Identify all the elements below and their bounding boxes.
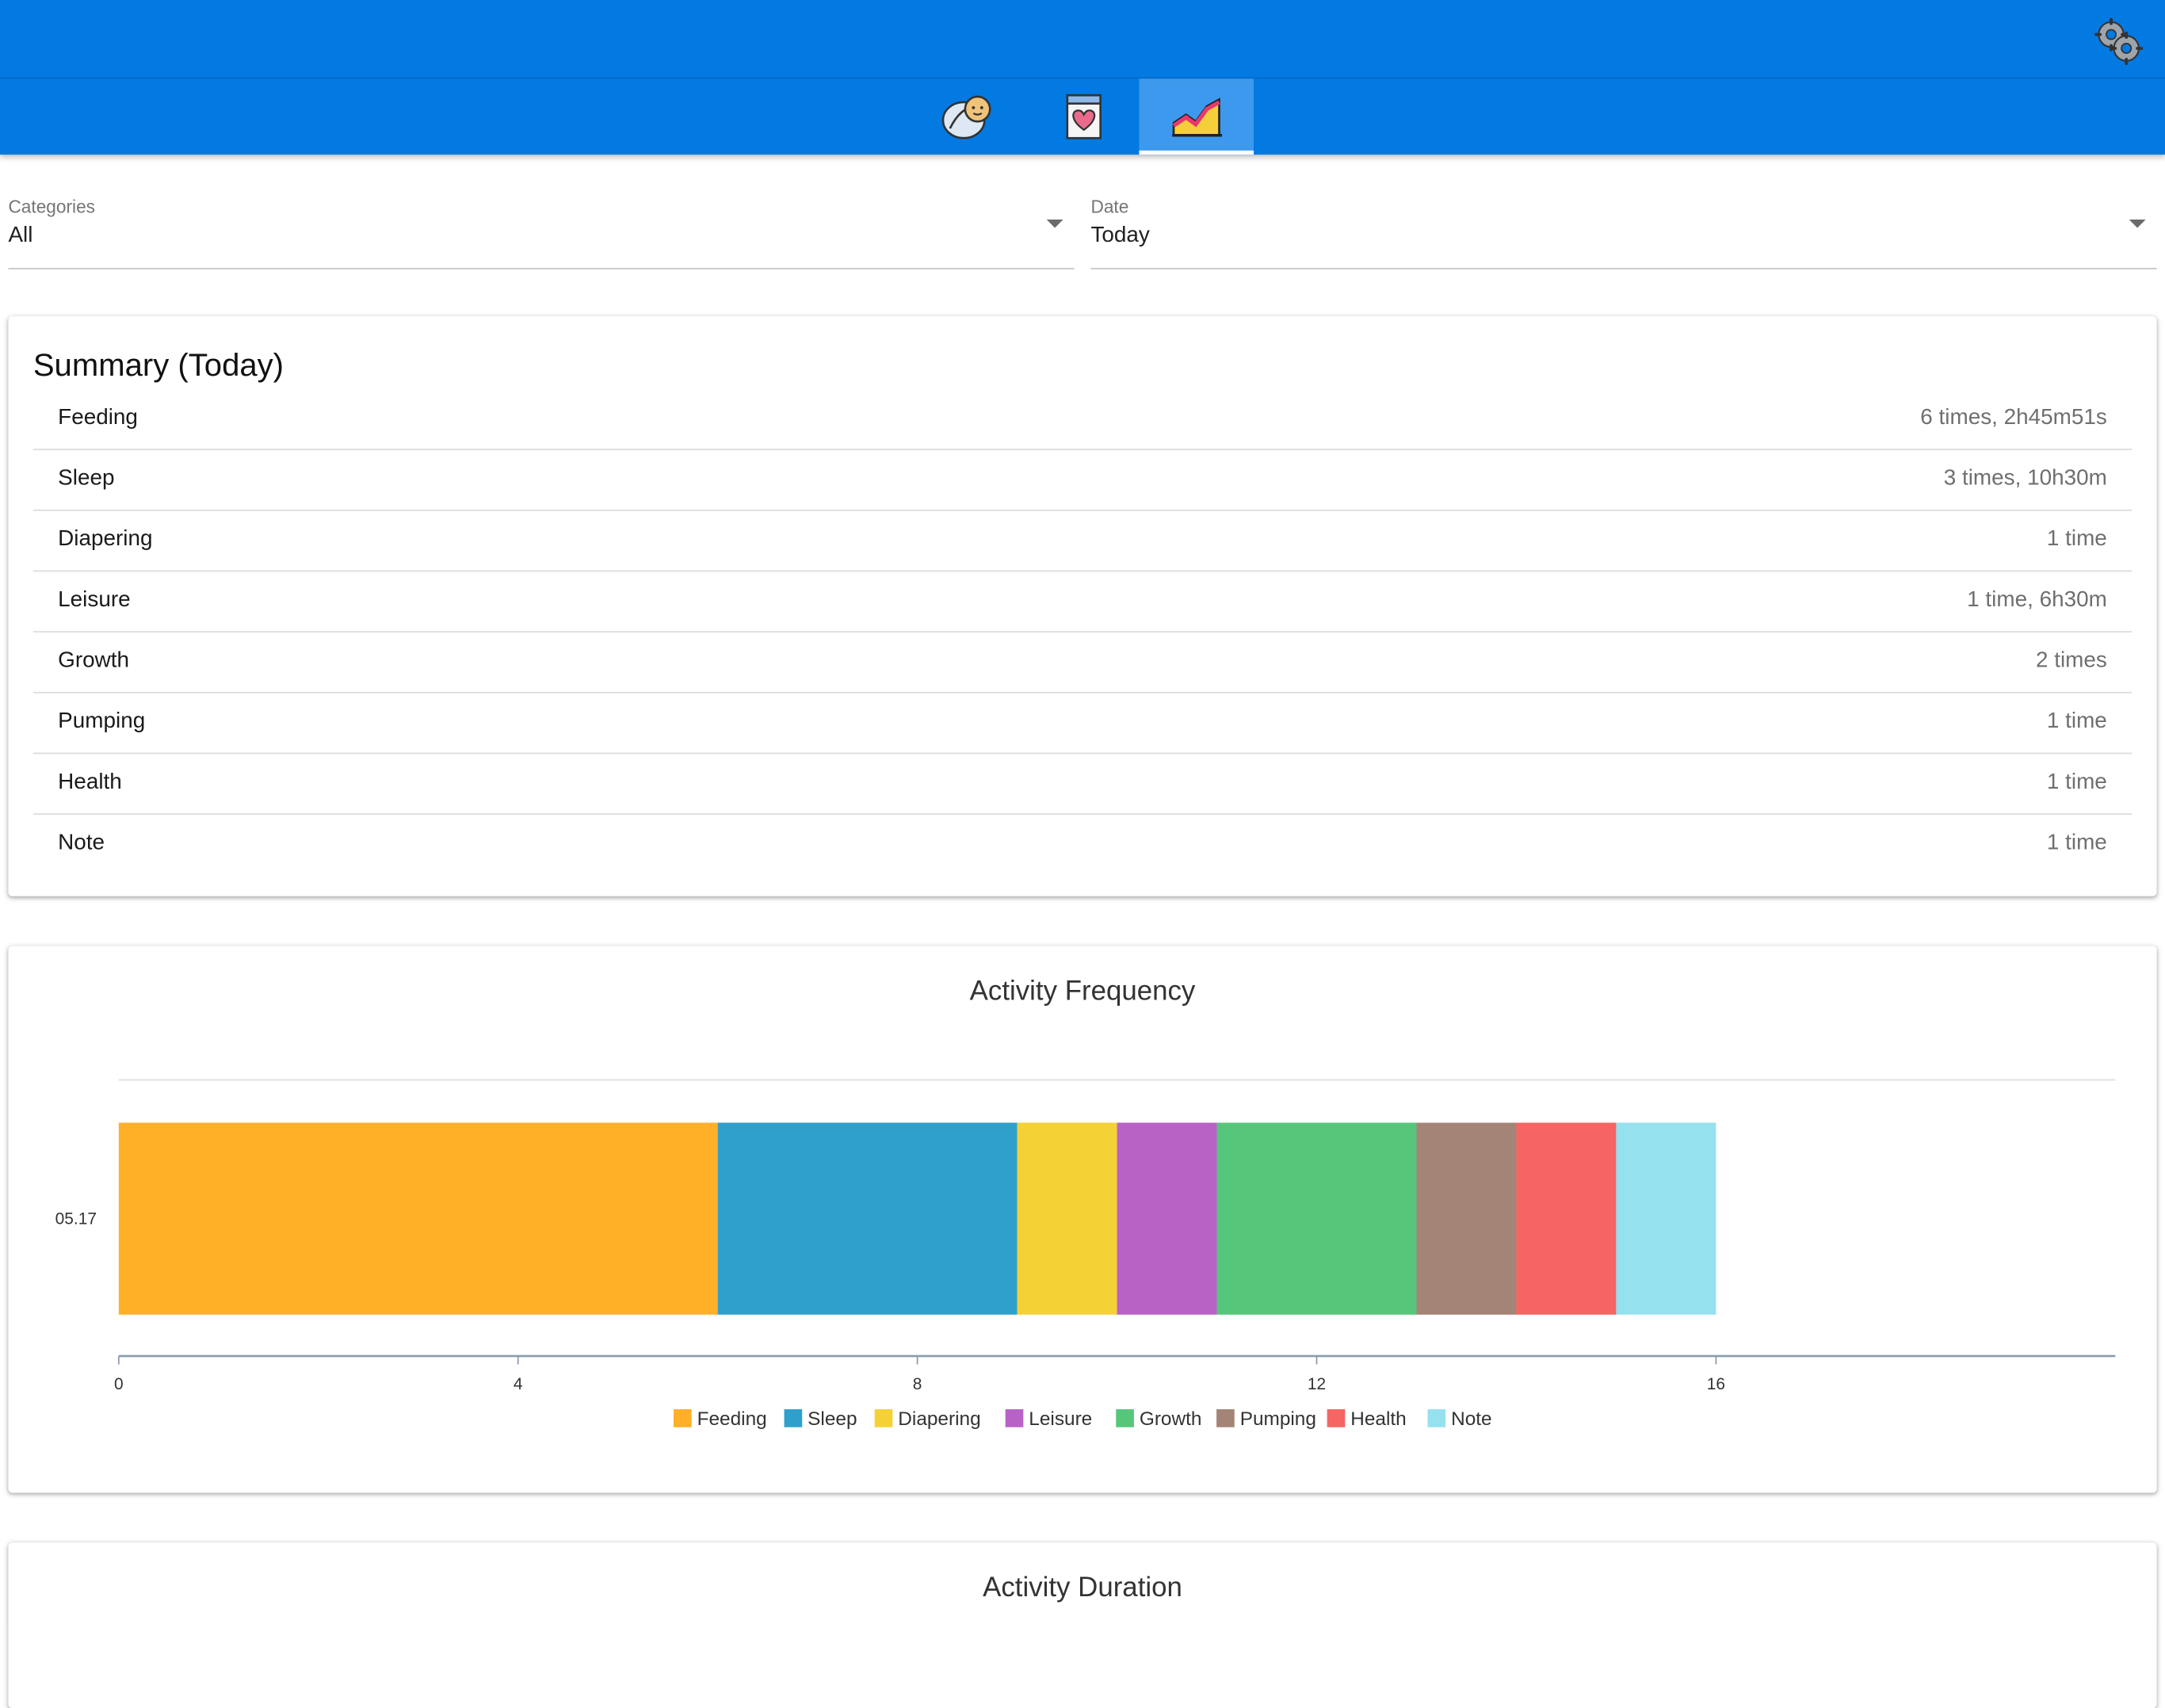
settings-button[interactable] [2093, 17, 2145, 67]
appbar-divider [0, 77, 2165, 79]
summary-card: Summary (Today) Feeding 6 times, 2h45m51… [8, 315, 2157, 896]
categories-select[interactable]: Categories All [8, 193, 1075, 269]
summary-row-stat: 6 times, 2h45m51s [1920, 406, 2107, 430]
y-category-label: 05.17 [55, 1210, 97, 1228]
heart-document-icon [1066, 94, 1102, 139]
x-tick-label: 16 [1707, 1375, 1725, 1393]
tab-journal[interactable] [1026, 78, 1141, 155]
legend-label-leisure: Leisure [1029, 1408, 1092, 1430]
summary-row: Sleep 3 times, 10h30m [32, 450, 2133, 511]
bar-segment-note [1616, 1122, 1716, 1315]
x-tick-label: 0 [114, 1375, 124, 1393]
legend-swatch-sleep [784, 1409, 803, 1427]
chevron-down-icon [1046, 220, 1063, 228]
summary-row-name: Feeding [58, 406, 138, 430]
summary-row-stat: 3 times, 10h30m [1943, 466, 2107, 491]
date-label: Date [1090, 196, 1129, 217]
bar-segment-pumping [1416, 1122, 1517, 1315]
legend-swatch-growth [1116, 1409, 1134, 1427]
stats-screen: Categories All Date Today Summary (Today… [0, 0, 2165, 1603]
gear-icon [2094, 17, 2144, 66]
duration-chart-card: Activity Duration [8, 1542, 2157, 1708]
categories-value: All [8, 224, 33, 247]
summary-row: Leisure 1 time, 6h30m [32, 571, 2133, 632]
summary-row-stat: 1 time, 6h30m [1967, 588, 2107, 612]
summary-row-stat: 2 times [2035, 648, 2107, 673]
summary-row: Feeding 6 times, 2h45m51s [32, 389, 2133, 451]
legend-label-growth: Growth [1140, 1408, 1202, 1430]
legend-swatch-health [1327, 1409, 1346, 1427]
tab-activities[interactable] [911, 78, 1026, 155]
categories-label: Categories [8, 196, 96, 217]
legend-swatch-leisure [1005, 1409, 1024, 1427]
legend-label-pumping: Pumping [1240, 1408, 1316, 1430]
summary-row-name: Health [58, 770, 122, 794]
summary-row: Diapering 1 time [32, 511, 2133, 572]
chevron-down-icon [2129, 220, 2146, 228]
summary-row-name: Pumping [58, 709, 146, 734]
legend-label-sleep: Sleep [808, 1408, 857, 1430]
legend-swatch-note [1427, 1409, 1446, 1427]
date-select[interactable]: Date Today [1090, 193, 2157, 269]
summary-row-name: Diapering [58, 527, 153, 552]
summary-row-name: Leisure [58, 588, 131, 612]
legend-label-feeding: Feeding [697, 1408, 767, 1430]
summary-row: Health 1 time [32, 754, 2133, 815]
summary-row-stat: 1 time [2046, 527, 2107, 552]
legend-label-health: Health [1350, 1408, 1406, 1430]
bar-segment-feeding [118, 1122, 718, 1315]
chart-icon [1172, 97, 1222, 137]
summary-row-name: Growth [58, 648, 130, 673]
summary-row-stat: 1 time [2046, 831, 2107, 855]
legend-swatch-feeding [674, 1409, 692, 1427]
baby-icon [941, 95, 991, 139]
x-tick-label: 8 [913, 1375, 922, 1393]
summary-row-stat: 1 time [2046, 770, 2107, 794]
summary-row: Growth 2 times [32, 632, 2133, 694]
legend-label-note: Note [1451, 1408, 1491, 1430]
legend-swatch-pumping [1216, 1409, 1235, 1427]
summary-row: Note 1 time [33, 815, 2132, 874]
date-value: Today [1090, 224, 1150, 247]
bar-segment-diapering [1017, 1122, 1117, 1315]
bar-segment-growth [1216, 1122, 1417, 1315]
legend-label-diapering: Diapering [898, 1408, 980, 1430]
legend-swatch-diapering [874, 1409, 893, 1427]
tab-statistics[interactable] [1139, 78, 1254, 155]
summary-title: Summary (Today) [32, 346, 284, 383]
summary-row-stat: 1 time [2046, 709, 2107, 734]
duration-chart-title: Activity Duration [983, 1572, 1182, 1603]
bar-segment-health [1516, 1122, 1617, 1315]
x-tick-label: 4 [514, 1375, 523, 1393]
app-bar [0, 0, 2165, 155]
frequency-chart: 0 4 8 12 16 05.17 Feeding Sleep Diapering Leisure… [55, 1079, 2116, 1430]
bar-segment-sleep [717, 1122, 1018, 1315]
summary-row-name: Note [58, 831, 105, 855]
chart-title: Activity Frequency [969, 976, 1196, 1007]
bar-segment-leisure [1117, 1122, 1217, 1315]
summary-row: Pumping 1 time [32, 694, 2133, 755]
summary-row-name: Sleep [58, 466, 115, 491]
x-tick-label: 12 [1308, 1375, 1326, 1393]
frequency-chart-card: Activity Frequency 0 4 8 12 16 05.17 Feeding Sl… [8, 946, 2157, 1493]
